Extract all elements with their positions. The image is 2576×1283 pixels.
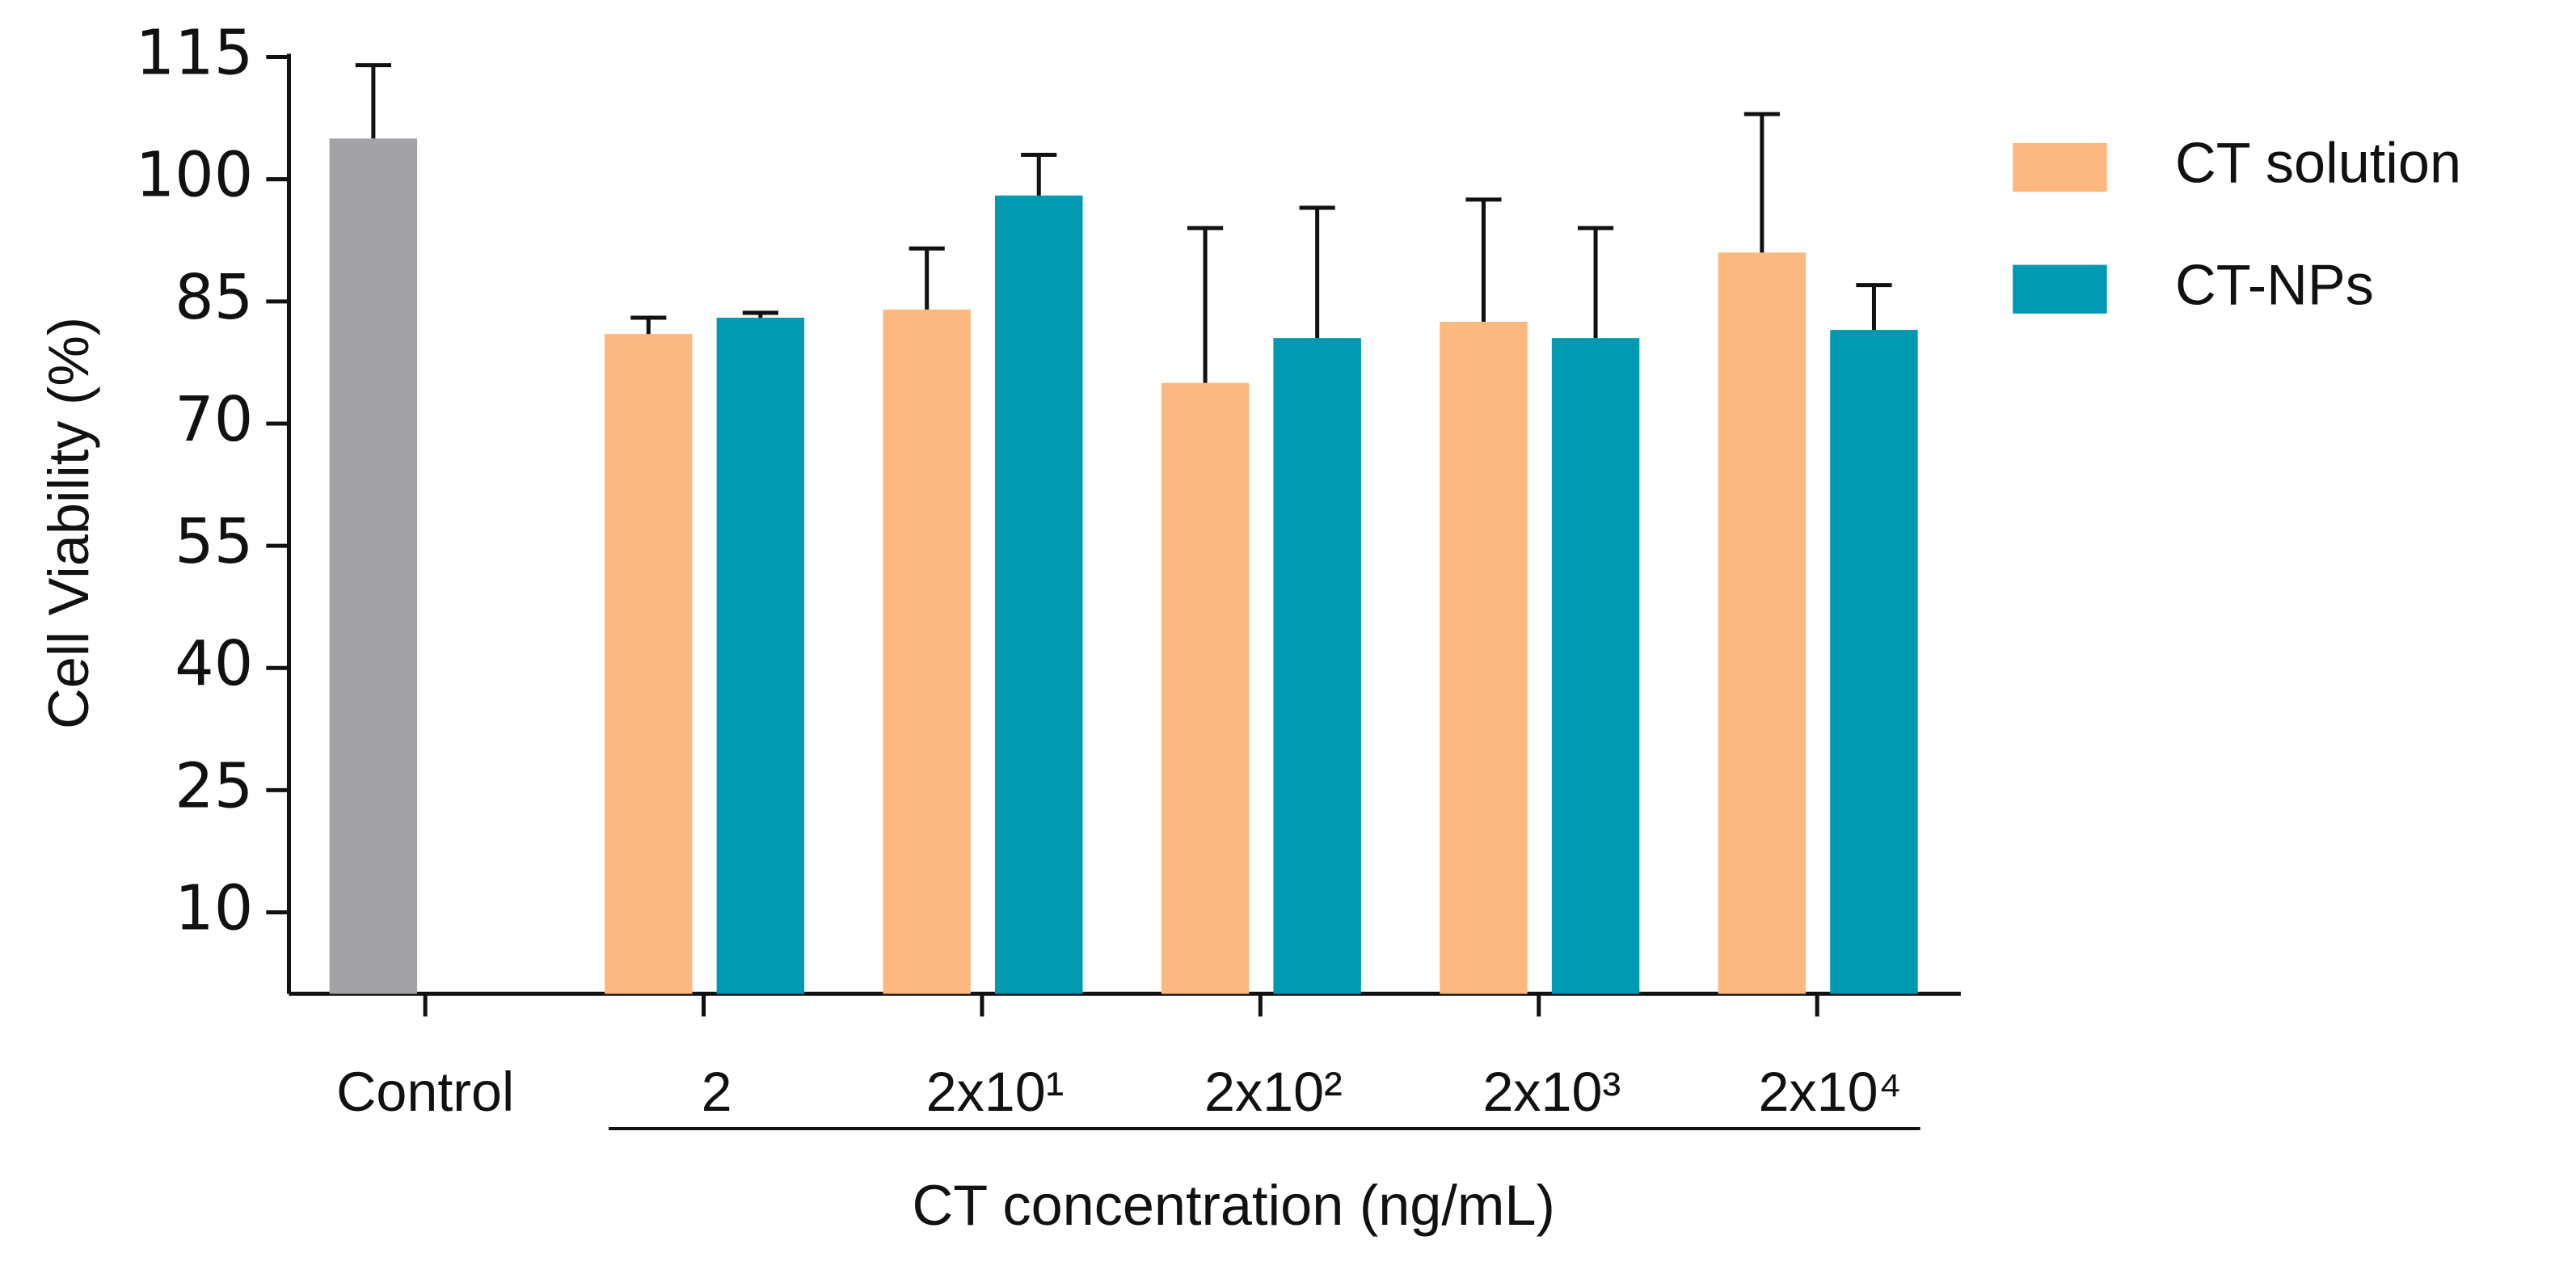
- legend-label: CT-NPs: [2175, 252, 2374, 316]
- y-tick-label: 10: [175, 872, 253, 944]
- x-tick-label: 2: [702, 1061, 732, 1123]
- error-bar: [630, 315, 667, 335]
- error-bar: [1021, 152, 1057, 196]
- bar: [716, 317, 805, 994]
- legend-label: CT solution: [2175, 131, 2461, 195]
- error-bar: [1187, 226, 1224, 383]
- error-bar: [1577, 226, 1614, 339]
- bar: [1161, 382, 1250, 994]
- bar: [1273, 338, 1361, 994]
- x-tick-label: 2x10¹: [926, 1061, 1065, 1123]
- y-tick-label: 70: [175, 383, 253, 455]
- bar: [329, 138, 418, 994]
- y-tick-label: 115: [136, 17, 254, 89]
- y-tick-label: 25: [175, 749, 253, 821]
- error-bar: [1465, 197, 1502, 323]
- bar: [1718, 252, 1807, 994]
- x-tick-label: 2x10²: [1204, 1061, 1343, 1123]
- legend-swatch: [2013, 142, 2107, 192]
- legend-swatch: [2013, 264, 2107, 314]
- bar: [1440, 322, 1528, 994]
- y-tick-label: 40: [175, 627, 253, 699]
- bar: [1830, 330, 1918, 994]
- x-axis-title: CT concentration (ng/mL): [913, 1173, 1555, 1237]
- x-tick-label: Control: [336, 1061, 514, 1123]
- bar: [995, 195, 1083, 994]
- error-bar: [1743, 112, 1780, 253]
- error-bar: [909, 246, 945, 310]
- y-tick-label: 100: [136, 139, 254, 211]
- x-tick-label: 2x10⁴: [1759, 1061, 1902, 1123]
- y-tick-label: 85: [175, 261, 253, 333]
- error-bar: [742, 310, 778, 318]
- y-axis-title: Cell Viability (%): [36, 317, 100, 729]
- error-bar: [1856, 283, 1892, 331]
- y-tick-label: 55: [175, 505, 253, 577]
- bar: [883, 309, 971, 994]
- x-tick-label: 2x10³: [1482, 1061, 1621, 1123]
- error-bar: [1299, 205, 1335, 339]
- bar: [605, 334, 693, 994]
- bar: [1551, 338, 1640, 994]
- error-bar: [355, 63, 391, 139]
